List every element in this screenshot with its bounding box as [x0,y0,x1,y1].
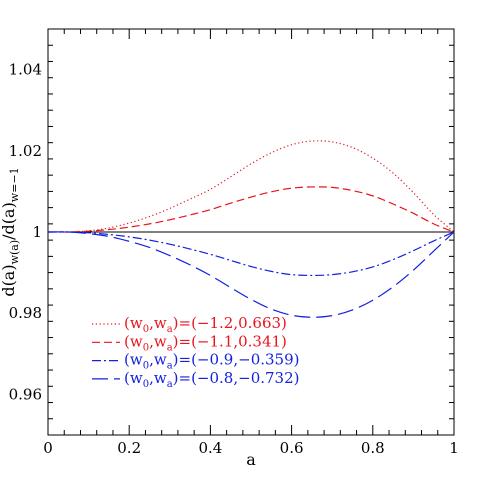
y-tick-label: 1.04 [9,61,42,79]
y-tick-label: 0.96 [9,385,42,403]
legend-subscript: a [167,379,173,390]
legend-subscript: a [167,324,173,335]
legend-entry: (w0,wa)=(−1.1,0.341) [124,332,287,353]
x-tick-label: 1 [449,439,459,457]
series-line-4 [47,231,455,318]
y-tick-label: 0.98 [9,304,42,322]
x-axis-label: a [246,450,256,469]
legend-text-value: )=(−0.8,−0.732) [173,369,300,387]
legend-entry: (w0,wa)=(−0.9,−0.359) [124,351,299,372]
y-tick-label: 1 [32,223,42,241]
legend-subscript: 0 [143,379,149,390]
series-lines [47,140,455,318]
y-label-den: d(a) [0,202,18,234]
legend-subscript: a [167,361,173,372]
legend-text-value: )=(−1.2,0.663) [173,314,287,332]
series-line-2 [47,186,455,233]
series-line-1 [47,140,455,233]
legend-subscript: 0 [143,361,149,372]
x-tick-label: 0.8 [361,439,385,457]
legend-text-prefix: (w [124,351,143,369]
legend-text-mid: ,w [149,351,167,369]
legend: (w0,wa)=(−1.2,0.663)(w0,wa)=(−1.1,0.341)… [92,314,299,390]
legend-text-prefix: (w [124,332,143,350]
legend-text-value: )=(−1.1,0.341) [173,332,287,350]
x-tick-label: 0.6 [280,439,304,457]
y-label-sep: / [0,234,18,240]
y-tick-label: 1.02 [9,142,42,160]
y-label-num: d(a) [0,264,18,296]
x-tick-label: 0.4 [198,439,222,457]
legend-text-mid: ,w [149,369,167,387]
legend-text-prefix: (w [124,369,143,387]
legend-text-value: )=(−0.9,−0.359) [173,351,300,369]
legend-subscript: 0 [143,342,149,353]
legend-text-mid: ,w [149,314,167,332]
x-tick-label: 0 [43,439,53,457]
y-axis-label: d(a)w(a)/d(a)w=−1 [0,167,21,296]
legend-subscript: a [167,342,173,353]
legend-entry: (w0,wa)=(−0.8,−0.732) [124,369,299,390]
x-axis: 0 0.2 0.4 0.6 0.8 1 [43,29,459,457]
y-label-den-sub: w=−1 [8,167,21,202]
legend-subscript: 0 [143,324,149,335]
y-axis: 0.96 0.98 1 1.02 1.04 [9,28,454,436]
svg-text:d(a)w(a)/d(a)w=−1: d(a)w(a)/d(a)w=−1 [0,167,21,296]
x-tick-label: 0.2 [117,439,141,457]
series-line-3 [47,231,455,277]
y-label-num-sub: w(a) [8,240,21,265]
legend-text-prefix: (w [124,314,143,332]
legend-text-mid: ,w [149,332,167,350]
legend-entry: (w0,wa)=(−1.2,0.663) [124,314,287,335]
